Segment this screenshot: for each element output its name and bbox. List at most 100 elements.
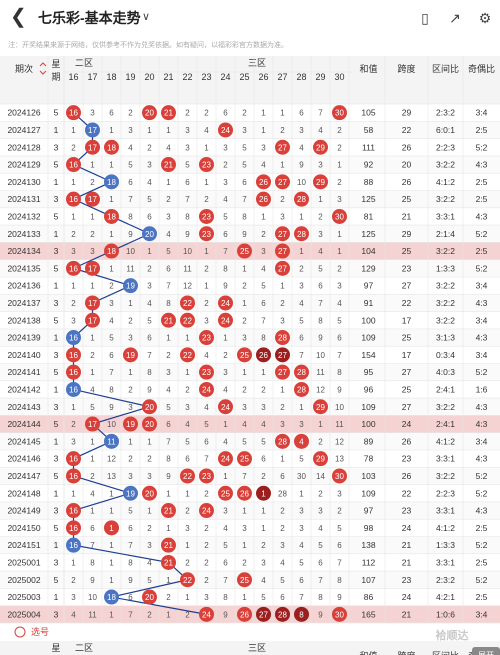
hit-number[interactable]: 8 — [299, 610, 304, 619]
chevron-down-icon[interactable]: ∨ — [142, 11, 151, 23]
hit-number[interactable]: 24 — [221, 126, 230, 135]
hit-number[interactable]: 20 — [145, 420, 154, 429]
hit-ball[interactable] — [294, 606, 309, 622]
hit-ball[interactable] — [218, 295, 233, 311]
hit-number[interactable]: 21 — [164, 558, 173, 567]
hit-ball[interactable] — [237, 485, 252, 501]
hit-ball[interactable] — [275, 243, 290, 259]
hit-number[interactable]: 24 — [202, 610, 211, 619]
hit-number[interactable]: 17 — [88, 126, 97, 135]
hit-ball[interactable] — [237, 606, 252, 622]
hit-number[interactable]: 4 — [299, 437, 304, 446]
hit-number[interactable]: 21 — [164, 507, 173, 516]
hit-number[interactable]: 25 — [240, 247, 249, 256]
hit-ball[interactable] — [161, 157, 176, 173]
hit-ball[interactable] — [66, 157, 81, 173]
hit-ball[interactable] — [275, 330, 290, 346]
hit-number[interactable]: 18 — [107, 593, 116, 602]
hit-number[interactable]: 27 — [278, 230, 287, 239]
hit-ball[interactable] — [66, 364, 81, 380]
hit-number[interactable]: 24 — [221, 455, 230, 464]
hit-ball[interactable] — [85, 122, 100, 138]
hit-ball[interactable] — [142, 226, 157, 242]
hit-ball[interactable] — [294, 364, 309, 380]
hit-number[interactable]: 25 — [240, 576, 249, 585]
hit-ball[interactable] — [161, 312, 176, 328]
hit-ball[interactable] — [218, 312, 233, 328]
hit-number[interactable]: 30 — [335, 472, 344, 481]
hit-number[interactable]: 30 — [335, 109, 344, 118]
hit-number[interactable]: 16 — [69, 541, 78, 550]
hit-number[interactable]: 16 — [69, 472, 78, 481]
hit-number[interactable]: 26 — [240, 610, 249, 619]
hit-ball[interactable] — [161, 503, 176, 519]
hit-ball[interactable] — [180, 572, 195, 588]
hit-number[interactable]: 16 — [69, 368, 78, 377]
hit-ball[interactable] — [256, 347, 271, 363]
hit-ball[interactable] — [123, 485, 138, 501]
back-icon[interactable]: ❮ — [10, 6, 27, 28]
hit-number[interactable]: 18 — [107, 143, 116, 152]
expand-button[interactable]: 展开 — [478, 651, 494, 655]
hit-ball[interactable] — [161, 554, 176, 570]
device-icon[interactable]: ▯ — [421, 10, 429, 26]
hit-number[interactable]: 19 — [126, 351, 135, 360]
hit-number[interactable]: 17 — [88, 420, 97, 429]
hit-ball[interactable] — [294, 381, 309, 397]
hit-number[interactable]: 27 — [278, 368, 287, 377]
hit-number[interactable]: 28 — [297, 385, 306, 394]
hit-number[interactable]: 28 — [297, 230, 306, 239]
hit-number[interactable]: 19 — [126, 282, 135, 291]
hit-number[interactable]: 25 — [240, 351, 249, 360]
hit-ball[interactable] — [66, 105, 81, 121]
hit-number[interactable]: 16 — [69, 334, 78, 343]
hit-ball[interactable] — [237, 243, 252, 259]
hit-number[interactable]: 16 — [69, 264, 78, 273]
hit-number[interactable]: 22 — [183, 299, 192, 308]
select-label[interactable]: 选号 — [31, 626, 49, 637]
hit-number[interactable]: 17 — [88, 195, 97, 204]
hit-number[interactable]: 16 — [69, 507, 78, 516]
hit-ball[interactable] — [66, 191, 81, 207]
share-icon[interactable]: ↗ — [449, 10, 461, 26]
hit-ball[interactable] — [199, 468, 214, 484]
hit-number[interactable]: 18 — [107, 247, 116, 256]
hit-number[interactable]: 16 — [69, 195, 78, 204]
hit-number[interactable]: 23 — [202, 161, 211, 170]
hit-number[interactable]: 23 — [202, 334, 211, 343]
hit-number[interactable]: 29 — [316, 143, 325, 152]
hit-ball[interactable] — [332, 468, 347, 484]
hit-ball[interactable] — [256, 485, 271, 501]
hit-ball[interactable] — [332, 105, 347, 121]
hit-number[interactable]: 24 — [221, 299, 230, 308]
hit-number[interactable]: 16 — [69, 351, 78, 360]
hit-ball[interactable] — [313, 139, 328, 155]
hit-number[interactable]: 25 — [221, 489, 230, 498]
hit-ball[interactable] — [218, 485, 233, 501]
hit-ball[interactable] — [218, 451, 233, 467]
hit-ball[interactable] — [294, 226, 309, 242]
select-icon[interactable] — [14, 626, 26, 638]
hit-ball[interactable] — [85, 139, 100, 155]
hit-ball[interactable] — [66, 260, 81, 276]
hit-ball[interactable] — [313, 399, 328, 415]
hit-ball[interactable] — [256, 606, 271, 622]
hit-ball[interactable] — [142, 399, 157, 415]
hit-number[interactable]: 29 — [316, 403, 325, 412]
hit-ball[interactable] — [199, 503, 214, 519]
hit-ball[interactable] — [104, 208, 119, 224]
hit-ball[interactable] — [104, 174, 119, 190]
hit-number[interactable]: 24 — [202, 507, 211, 516]
hit-number[interactable]: 28 — [297, 368, 306, 377]
hit-ball[interactable] — [142, 589, 157, 605]
hit-ball[interactable] — [275, 364, 290, 380]
hit-number[interactable]: 25 — [240, 455, 249, 464]
hit-ball[interactable] — [294, 191, 309, 207]
hit-number[interactable]: 21 — [164, 109, 173, 118]
hit-number[interactable]: 23 — [202, 368, 211, 377]
hit-ball[interactable] — [85, 416, 100, 432]
hit-ball[interactable] — [332, 208, 347, 224]
hit-number[interactable]: 28 — [278, 437, 287, 446]
hit-number[interactable]: 23 — [202, 212, 211, 221]
hit-number[interactable]: 26 — [259, 195, 268, 204]
